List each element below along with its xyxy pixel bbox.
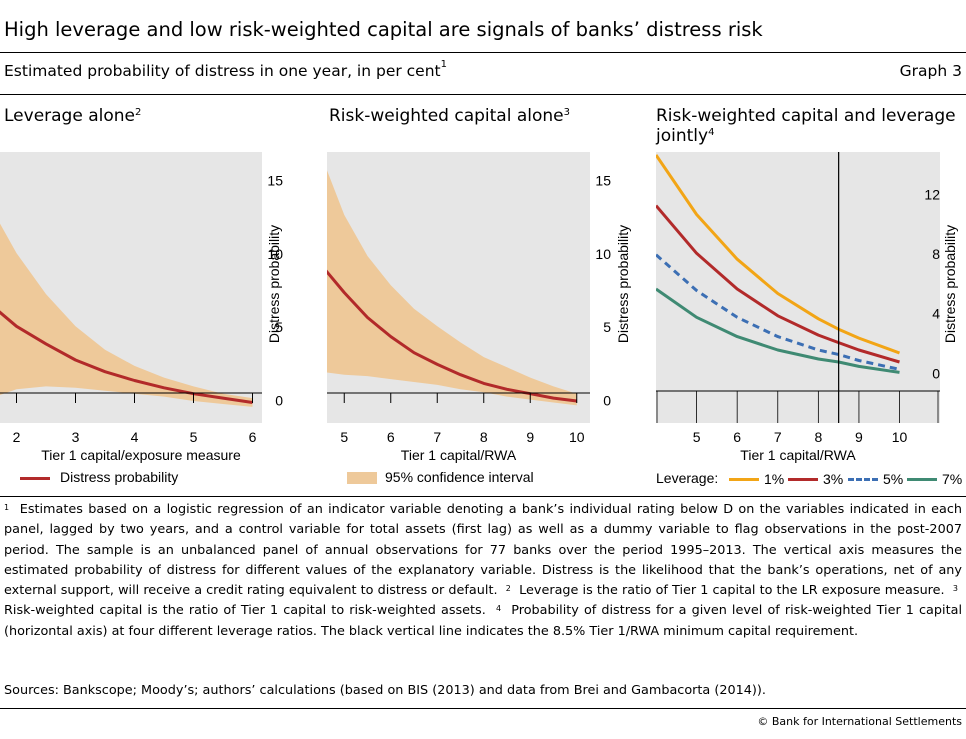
- panel-1-x-axis-label: Tier 1 capital/exposure measure: [41, 447, 241, 463]
- panel-3-xtick-label: 5: [693, 429, 701, 445]
- panel-2-xtick-label: 8: [480, 429, 488, 445]
- panel-2-distress-line: [327, 269, 577, 403]
- footnote-3: Risk-weighted capital is the ratio of Ti…: [4, 603, 486, 619]
- panel-2-xtick-label: 6: [387, 429, 395, 445]
- panel-1-xtick-label: 3: [72, 429, 80, 445]
- panel-1-ytick-label: 0: [275, 392, 283, 408]
- panel-1-distress-line: [0, 310, 253, 404]
- panel-2-xtick-label: 7: [433, 429, 441, 445]
- panel-3-marks: [656, 154, 901, 374]
- panel-3-ytick-label: 12: [924, 187, 940, 203]
- legend-ci-swatch: [347, 472, 377, 484]
- legend-lev7-swatch: [907, 478, 937, 481]
- charts-canvas: 2 3 4 5 6 0 5 10 15 Distress probability Tier 1 ca…: [0, 152, 958, 463]
- panel-3-x-axis-label: Tier 1 capital/RWA: [740, 447, 856, 463]
- panel-3-y-axis-label: Distress probability: [942, 225, 958, 343]
- panel-3-leverage-7pct-line: [656, 287, 900, 374]
- panel-3-plot-area: [656, 152, 940, 423]
- legend-leverage-label: Leverage:: [656, 470, 719, 486]
- footnote-4: Probability of distress for a given leve…: [4, 603, 962, 639]
- panel-3-xtick-label: 8: [814, 429, 822, 445]
- footnote-1: Estimates based on a logistic regression…: [4, 502, 962, 599]
- legend-lev1-label: 1%: [764, 471, 785, 487]
- footnote-2: Leverage is the ratio of Tier 1 capital …: [519, 583, 945, 599]
- sources-note: Sources: Bankscope; Moody’s; authors’ ca…: [4, 683, 766, 698]
- panel-2-xtick-label: 10: [569, 429, 585, 445]
- panel-3-leverage-5pct-line: [656, 253, 900, 371]
- panel-3-leverage-3pct-line: [656, 204, 900, 364]
- panel-2-ytick-label: 15: [595, 173, 611, 189]
- panel-2-x-axis-label: Tier 1 capital/RWA: [401, 447, 517, 463]
- legend-leverage: Leverage: 1% 3% 5% 7%: [656, 470, 962, 488]
- footnote-rule: [0, 496, 966, 497]
- legend-distress-label: Distress probability: [60, 469, 179, 485]
- legend-lev5-swatch: [848, 478, 878, 481]
- legend-lev5-label: 5%: [883, 471, 904, 487]
- panel-2-y-axis-label: Distress probability: [615, 225, 631, 343]
- panel-3-ytick-label: 8: [932, 246, 940, 262]
- panel-2-ytick-label: 5: [603, 319, 611, 335]
- sources-rule: [0, 708, 966, 709]
- panel-1-title: Leverage alone2: [4, 106, 142, 126]
- graph-number: Graph 3: [899, 62, 962, 80]
- subtitle-note: 1: [440, 59, 447, 70]
- panel-3-xtick-label: 6: [733, 429, 741, 445]
- panel-2-ytick-label: 10: [595, 246, 611, 262]
- legend-ci: 95% confidence interval: [329, 469, 559, 487]
- panel-3-title: Risk-weighted capital and leverage jointl…: [656, 106, 956, 146]
- panel-1-ytick-label: 10: [267, 246, 283, 262]
- title-rule: [0, 52, 966, 53]
- legend-lev7-label: 7%: [942, 471, 963, 487]
- panel-1-xtick-label: 4: [131, 429, 139, 445]
- panel-1-xtick-label: 5: [190, 429, 198, 445]
- legend-lev3-label: 3%: [823, 471, 844, 487]
- panel-1-xtick-label: 6: [249, 429, 257, 445]
- panel-2-ytick-label: 0: [603, 392, 611, 408]
- legend-distress-swatch: [20, 477, 50, 480]
- panel-3-xtick-label: 9: [855, 429, 863, 445]
- panel-1-xtick-label: 2: [13, 429, 21, 445]
- legend-lev1-swatch: [729, 478, 759, 481]
- panel-2-xtick-label: 9: [526, 429, 534, 445]
- subtitle-rule: [0, 94, 966, 95]
- panel-3-xtick-label: 10: [892, 429, 908, 445]
- legend-distress: Distress probability: [4, 469, 194, 487]
- legend-ci-label: 95% confidence interval: [385, 469, 534, 485]
- footnotes: 1 Estimates based on a logistic regressi…: [4, 502, 962, 639]
- copyright: © Bank for International Settlements: [757, 715, 962, 728]
- panel-2-ci-band: [327, 170, 577, 406]
- panel-2-marks: [327, 170, 577, 406]
- panel-2-xtick-label: 5: [340, 429, 348, 445]
- panel-1-y-axis-label: Distress probability: [266, 225, 282, 343]
- panel-3-ytick-label: 4: [932, 306, 940, 322]
- chart-subtitle: Estimated probability of distress in one…: [4, 59, 447, 80]
- panel-1-ci-band: [0, 223, 253, 407]
- panel-1-ytick-label: 15: [267, 173, 283, 189]
- panel-3-leverage-1pct-line: [656, 154, 901, 355]
- panel-1-ytick-label: 5: [275, 319, 283, 335]
- panel-3-ytick-label: 0: [932, 365, 940, 381]
- panel-3-xtick-label: 7: [774, 429, 782, 445]
- legend-lev3-swatch: [788, 478, 818, 481]
- panel-2-title: Risk-weighted capital alone3: [329, 106, 570, 126]
- panel-1-marks: [0, 223, 253, 407]
- chart-title: High leverage and low risk-weighted capi…: [4, 18, 763, 41]
